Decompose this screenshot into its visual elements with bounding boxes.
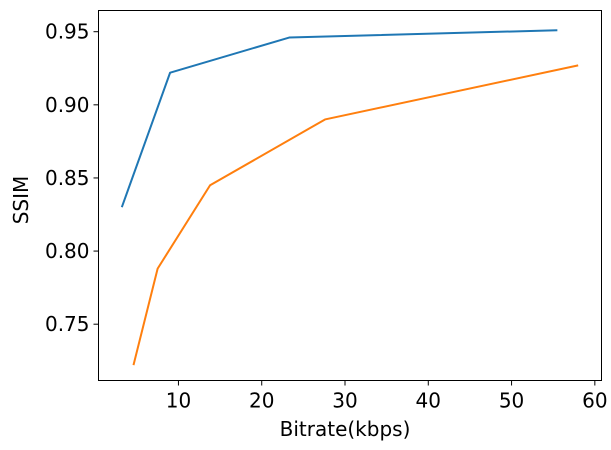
y-tick-label: 0.90	[45, 93, 90, 117]
series-line-1	[120, 29, 558, 208]
x-tick-label: 20	[249, 389, 274, 413]
x-tick-label: 30	[332, 389, 357, 413]
y-axis: 0.75 0.80 0.85 0.90 0.95	[45, 20, 99, 336]
y-tick-label: 0.85	[45, 166, 90, 190]
x-tick-label: 40	[416, 389, 441, 413]
plot-area	[120, 29, 579, 366]
y-axis-label: SSIM	[9, 176, 33, 225]
x-tick-label: 60	[582, 389, 607, 413]
x-axis-label: Bitrate(kbps)	[280, 417, 411, 441]
x-axis: 10 20 30 40 50 60	[166, 380, 608, 413]
y-tick-label: 0.75	[45, 312, 90, 336]
series-line-2	[132, 64, 579, 366]
x-tick-label: 10	[166, 389, 191, 413]
y-tick-label: 0.95	[45, 20, 90, 44]
x-tick-label: 50	[499, 389, 524, 413]
y-tick-label: 0.80	[45, 239, 90, 263]
plot-frame	[98, 10, 602, 381]
